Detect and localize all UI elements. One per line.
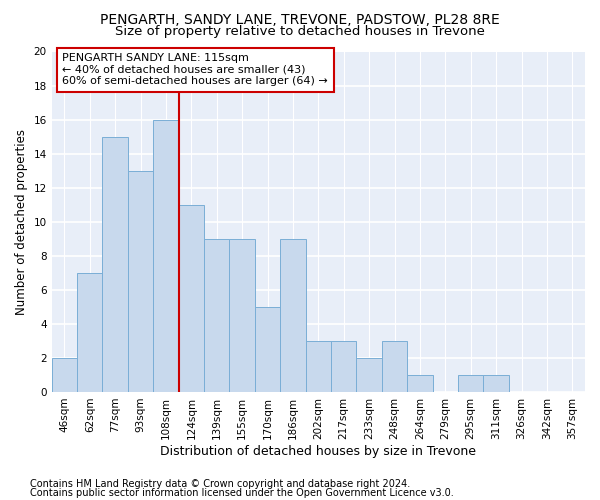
Bar bbox=[280, 239, 305, 392]
Bar bbox=[179, 204, 204, 392]
Text: PENGARTH SANDY LANE: 115sqm
← 40% of detached houses are smaller (43)
60% of sem: PENGARTH SANDY LANE: 115sqm ← 40% of det… bbox=[62, 53, 328, 86]
Text: Contains HM Land Registry data © Crown copyright and database right 2024.: Contains HM Land Registry data © Crown c… bbox=[30, 479, 410, 489]
Bar bbox=[52, 358, 77, 392]
Text: Contains public sector information licensed under the Open Government Licence v3: Contains public sector information licen… bbox=[30, 488, 454, 498]
Bar bbox=[77, 273, 103, 392]
Bar bbox=[103, 136, 128, 392]
Bar bbox=[458, 375, 484, 392]
Bar bbox=[407, 375, 433, 392]
Bar bbox=[255, 307, 280, 392]
Bar bbox=[484, 375, 509, 392]
Bar bbox=[128, 170, 153, 392]
Y-axis label: Number of detached properties: Number of detached properties bbox=[15, 128, 28, 314]
Bar bbox=[356, 358, 382, 392]
Bar bbox=[204, 239, 229, 392]
Bar bbox=[305, 341, 331, 392]
Bar bbox=[331, 341, 356, 392]
Bar bbox=[153, 120, 179, 392]
Text: Size of property relative to detached houses in Trevone: Size of property relative to detached ho… bbox=[115, 25, 485, 38]
Bar bbox=[229, 239, 255, 392]
Bar bbox=[382, 341, 407, 392]
Text: PENGARTH, SANDY LANE, TREVONE, PADSTOW, PL28 8RE: PENGARTH, SANDY LANE, TREVONE, PADSTOW, … bbox=[100, 12, 500, 26]
X-axis label: Distribution of detached houses by size in Trevone: Distribution of detached houses by size … bbox=[160, 444, 476, 458]
